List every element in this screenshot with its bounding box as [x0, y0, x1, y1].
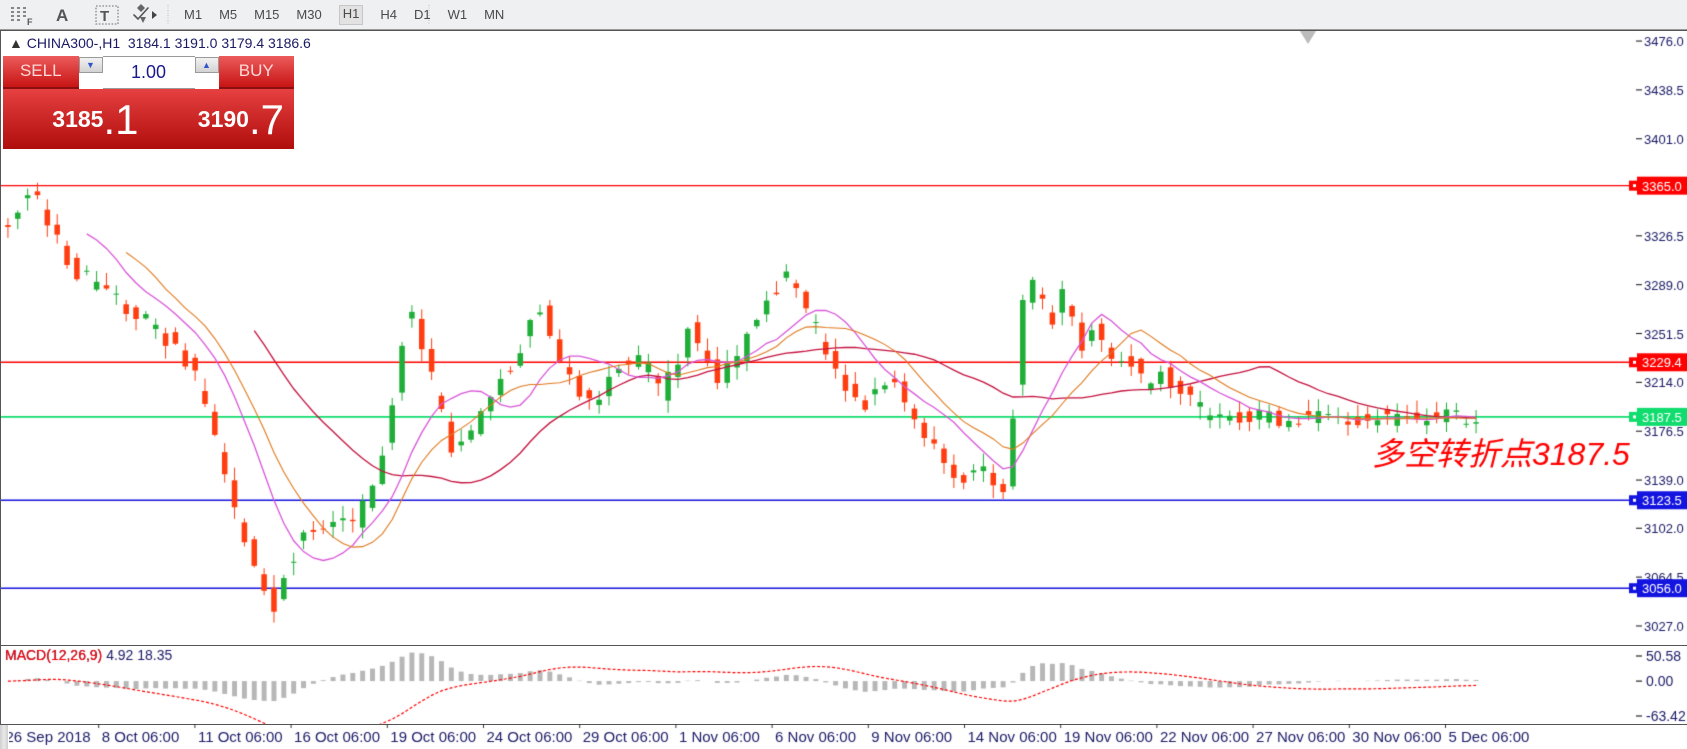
svg-text:T: T	[100, 8, 109, 25]
svg-text:F: F	[27, 17, 33, 27]
svg-text:A: A	[56, 6, 68, 25]
